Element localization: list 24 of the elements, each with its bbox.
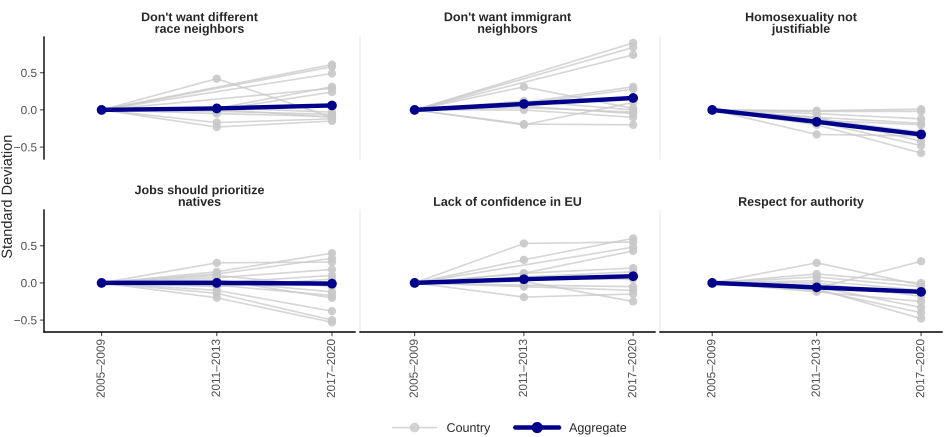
chart-title: Jobs should prioritize natives xyxy=(134,185,264,206)
chart-title: Homosexuality not justifiable xyxy=(746,12,857,36)
chart-title: Don't want immigrant neighbors xyxy=(444,12,571,36)
x-tick-label: 2011–2013 xyxy=(811,339,820,397)
x-tick-label: 2011–2013 xyxy=(212,339,220,397)
y-axis-title: Standard Deviation xyxy=(1,136,12,258)
y-tick-label: 0.0 xyxy=(21,106,37,114)
legend-label: Aggregate xyxy=(569,423,626,434)
y-tick-label: −0.5 xyxy=(14,143,37,152)
x-tick-label: 2017–2020 xyxy=(628,339,636,398)
x-tick-label: 2005–2009 xyxy=(409,340,418,398)
chart-title: Respect for authority xyxy=(738,196,864,208)
x-tick-label: 2017–2020 xyxy=(916,339,924,398)
x-tick-label: 2005–2009 xyxy=(96,340,105,398)
y-tick-label: −0.5 xyxy=(14,316,37,324)
x-tick-label: 2017–2020 xyxy=(326,339,336,398)
chart-title: Lack of confidence in EU xyxy=(434,196,582,206)
x-tick-label: 2011–2013 xyxy=(518,339,528,397)
y-tick-label: 0.0 xyxy=(21,278,37,288)
y-tick-label: 0.5 xyxy=(21,68,37,78)
y-tick-label: 0.5 xyxy=(21,242,37,250)
chart-title: Don't want different race neighbors xyxy=(142,12,258,36)
x-tick-label: 2005–2009 xyxy=(707,340,716,398)
legend-label: Country xyxy=(447,423,490,434)
